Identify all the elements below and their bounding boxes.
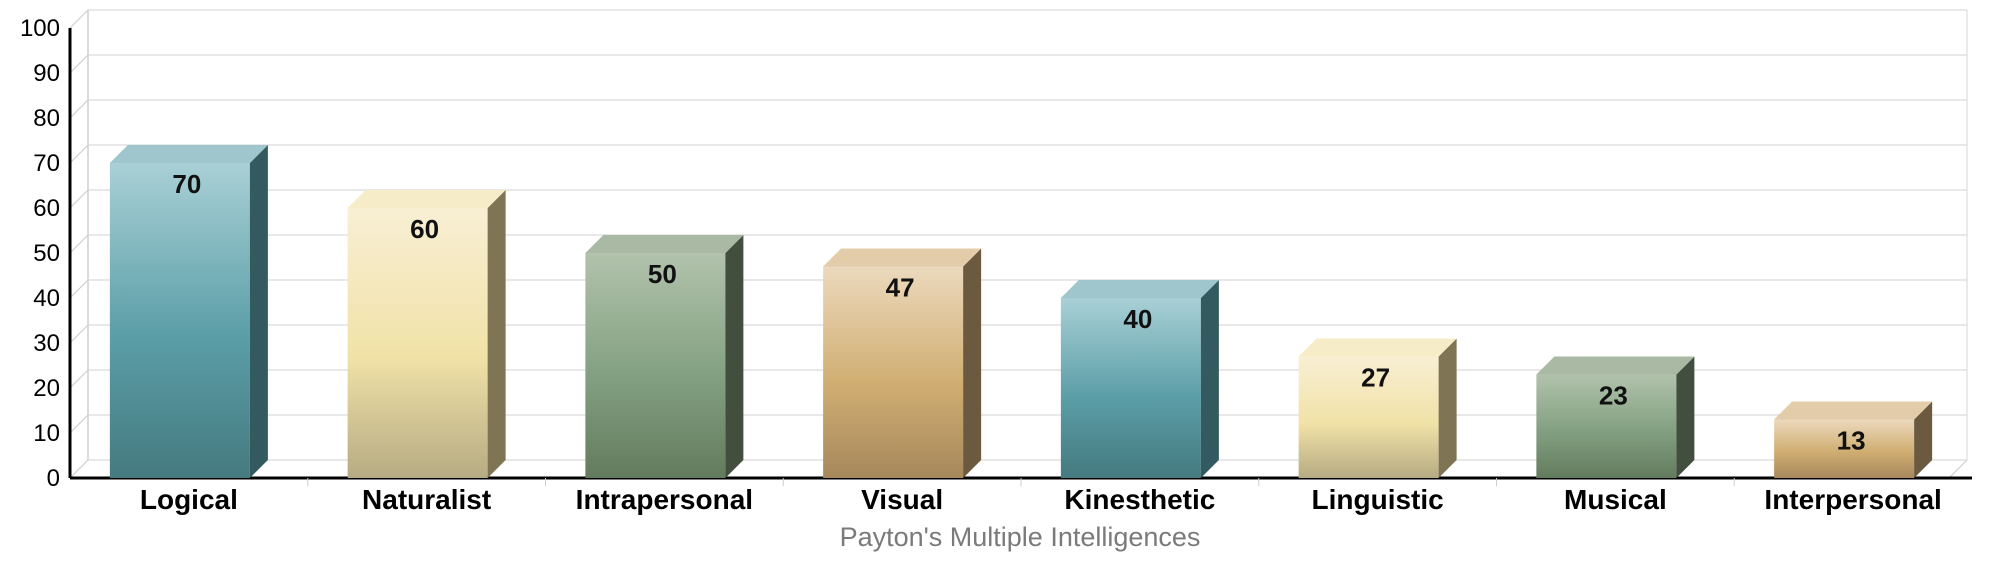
gridline-depth: [69, 99, 89, 119]
bar-logical: 70: [109, 145, 268, 478]
bar-linguistic: 27: [1298, 338, 1457, 478]
x-tick-label: Intrapersonal: [576, 484, 753, 515]
bar-kinesthetic: 40: [1060, 280, 1219, 478]
bar-side: [963, 248, 982, 478]
x-tick-label: Logical: [140, 484, 238, 515]
x-tick-label: Musical: [1564, 484, 1667, 515]
bar-front: [823, 266, 964, 478]
bar-top: [1774, 401, 1933, 420]
data-label: 60: [410, 214, 439, 244]
bar-naturalist: 60: [347, 190, 506, 478]
bar-top: [109, 145, 268, 163]
bar-top: [1060, 280, 1219, 298]
gridline-depth: [69, 9, 89, 29]
bar-side: [487, 190, 506, 478]
bar-front: [109, 163, 250, 478]
x-tick-label: Visual: [861, 484, 943, 515]
data-label: 27: [1361, 363, 1390, 393]
gridline-depth: [69, 459, 89, 479]
bar-front: [347, 208, 488, 478]
bar-front: [1536, 374, 1677, 478]
y-tick-label: 100: [20, 15, 60, 42]
data-label: 13: [1837, 426, 1866, 456]
data-label: 47: [886, 273, 915, 303]
bar-side: [1200, 280, 1219, 478]
bar-side: [249, 145, 268, 478]
data-label: 40: [1123, 304, 1152, 334]
y-tick-label: 90: [33, 60, 60, 87]
y-tick-label: 40: [33, 285, 60, 312]
bar-top: [823, 248, 982, 267]
y-tick-label: 70: [33, 150, 60, 177]
x-tick-label: Kinesthetic: [1064, 484, 1215, 515]
gridline-depth: [69, 234, 89, 254]
gridline-depth: [69, 144, 89, 164]
gridline-depth: [69, 414, 89, 434]
data-label: 50: [648, 259, 677, 289]
bar-front: [1060, 298, 1201, 478]
bar-side: [1676, 356, 1695, 478]
y-tick-label: 20: [33, 375, 60, 402]
bar-front: [1298, 356, 1439, 478]
bar-front: [1774, 419, 1915, 478]
bar-top: [347, 190, 506, 208]
y-tick-label: 60: [33, 195, 60, 222]
bar-side: [1438, 338, 1457, 478]
data-label: 23: [1599, 381, 1628, 411]
y-tick-labels: 0 10 20 30 40 50 60 70 80 90 100: [20, 15, 60, 492]
bar-top: [585, 235, 744, 253]
bar-musical: 23: [1536, 356, 1695, 478]
gridline-depth: [69, 324, 89, 344]
gridline-depth: [69, 189, 89, 209]
bar-interpersonal: 13: [1774, 401, 1933, 478]
y-tick-label: 50: [33, 240, 60, 267]
x-tick-labels: Logical Naturalist Intrapersonal Visual Kine…: [140, 484, 1942, 515]
bar-intrapersonal: 50: [585, 235, 744, 478]
bar-top: [1536, 356, 1695, 375]
x-tick-label: Naturalist: [362, 484, 491, 515]
bar-front: [585, 253, 726, 478]
gridline-depth: [69, 279, 89, 299]
x-tick-label: Interpersonal: [1764, 484, 1941, 515]
y-tick-label: 80: [33, 105, 60, 132]
y-tick-label: 30: [33, 330, 60, 357]
x-axis-title: Payton's Multiple Intelligences: [840, 522, 1201, 552]
bar-side: [1914, 401, 1933, 478]
gridline-depth: [69, 369, 89, 389]
y-tick-label: 0: [47, 465, 60, 492]
bars: 70 60 50 47 40 27 23 13: [109, 145, 1933, 478]
y-tick-label: 10: [33, 420, 60, 447]
x-tick-label: Linguistic: [1312, 484, 1444, 515]
data-label: 70: [172, 169, 201, 199]
bar-visual: 47: [823, 248, 982, 478]
bar-side: [725, 235, 744, 478]
gridline-depth: [69, 54, 89, 74]
bar-top: [1298, 338, 1457, 357]
floor-edge: [1948, 459, 1968, 479]
